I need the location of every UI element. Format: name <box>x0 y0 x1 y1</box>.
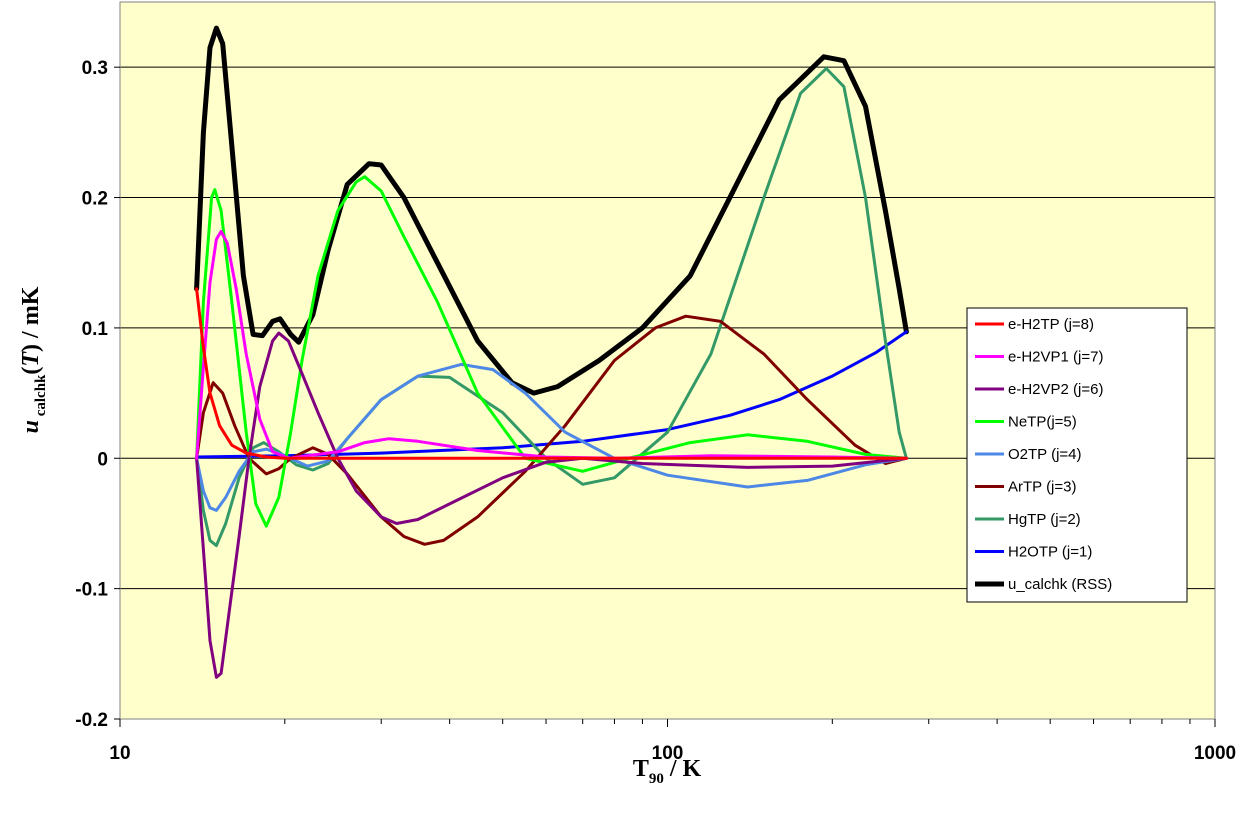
legend-label: e-H2VP2 (j=6) <box>1008 381 1103 398</box>
series-line-artp-j-3 <box>195 314 908 546</box>
legend-label: HgTP (j=2) <box>1008 511 1081 528</box>
legend-label: NeTP(j=5) <box>1008 414 1077 431</box>
y-tick-label: -0.2 <box>75 710 108 731</box>
series-line-e-h2tp-j-8 <box>195 287 908 460</box>
y-tick-label: 0.3 <box>82 58 108 79</box>
x-tick-label: 1000 <box>1194 743 1236 764</box>
series-line-u-calchk-rss <box>194 25 909 396</box>
legend-label: O2TP (j=4) <box>1008 446 1082 463</box>
legend-label: e-H2TP (j=8) <box>1008 316 1094 333</box>
legend: e-H2TP (j=8) e-H2VP1 (j=7) e-H2VP2 (j=6) Ne… <box>966 307 1188 603</box>
series-lines <box>194 25 909 679</box>
x-tick-label: 100 <box>652 743 684 764</box>
y-tick-label: 0.2 <box>82 189 108 210</box>
legend-label: u_calchk (RSS) <box>1008 576 1112 593</box>
y-axis-ticks: -0.2 -0.1 0 0.1 0.2 0.3 <box>75 58 120 731</box>
y-tick-label: 0.1 <box>82 319 109 340</box>
series-line-o2tp-j-4 <box>195 362 908 512</box>
y-tick-label: 0 <box>97 449 108 470</box>
y-tick-label: -0.1 <box>75 580 108 601</box>
legend-label: e-H2VP1 (j=7) <box>1008 349 1103 366</box>
series-line-netp-j-5 <box>195 175 908 528</box>
x-axis-ticks: 10 100 1000 <box>109 719 1236 764</box>
x-tick-label: 10 <box>109 743 130 764</box>
legend-label: H2OTP (j=1) <box>1008 544 1092 561</box>
series-line-hgtp-j-2 <box>195 67 908 548</box>
x-axis-title: T90 / K <box>633 756 702 787</box>
y-axis-title: u calchk(T) / mK <box>18 286 49 433</box>
legend-label: ArTP (j=3) <box>1008 479 1077 496</box>
